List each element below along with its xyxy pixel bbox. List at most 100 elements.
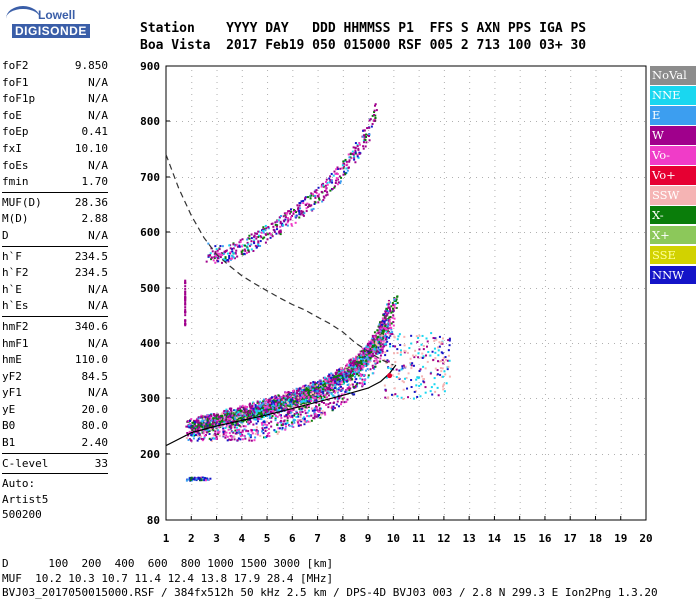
- echo-point-spread: [358, 364, 360, 366]
- grid-dot: [452, 177, 453, 178]
- grid-dot: [191, 394, 192, 395]
- grid-dot: [422, 288, 423, 289]
- grid-dot: [343, 118, 344, 119]
- echo-point-spread: [219, 435, 221, 437]
- grid-dot: [318, 100, 319, 101]
- grid-dot: [621, 472, 622, 473]
- echo-point-second-hop: [329, 175, 331, 177]
- grid-dot: [595, 238, 596, 239]
- grid-dot: [191, 238, 192, 239]
- grid-dot: [217, 184, 218, 185]
- grid-dot: [434, 398, 435, 399]
- grid-dot: [595, 310, 596, 311]
- echo-point-spread: [245, 425, 247, 427]
- grid-dot: [242, 400, 243, 401]
- grid-dot: [621, 340, 622, 341]
- grid-dot: [434, 232, 435, 233]
- grid-dot: [494, 490, 495, 491]
- grid-dot: [217, 202, 218, 203]
- grid-dot: [218, 398, 219, 399]
- echo-point-spread: [268, 428, 270, 430]
- grid-dot: [191, 280, 192, 281]
- grid-dot: [419, 502, 420, 503]
- x-tick-label: 9: [365, 532, 372, 545]
- grid-dot: [621, 496, 622, 497]
- grid-dot: [560, 121, 561, 122]
- grid-dot: [595, 316, 596, 317]
- grid-dot: [494, 94, 495, 95]
- grid-dot: [398, 288, 399, 289]
- echo-point-second-hop: [265, 227, 267, 229]
- grid-dot: [318, 334, 319, 335]
- grid-dot: [393, 448, 394, 449]
- grid-dot: [520, 304, 521, 305]
- echo-point-second-hop: [214, 262, 216, 264]
- grid-dot: [217, 70, 218, 71]
- grid-dot: [584, 398, 585, 399]
- grid-dot: [584, 343, 585, 344]
- echo-point-second-hop: [363, 134, 365, 136]
- grid-dot: [318, 148, 319, 149]
- grid-dot: [419, 328, 420, 329]
- grid-dot: [620, 232, 621, 233]
- grid-dot: [242, 190, 243, 191]
- echo-point-spread: [329, 382, 331, 384]
- grid-dot: [626, 177, 627, 178]
- echo-point-second-hop: [348, 161, 350, 163]
- grid-dot: [343, 88, 344, 89]
- grid-dot: [602, 398, 603, 399]
- grid-dot: [419, 112, 420, 113]
- grid-dot: [236, 232, 237, 233]
- grid-dot: [206, 454, 207, 455]
- grid-dot: [469, 418, 470, 419]
- grid-dot: [292, 88, 293, 89]
- echo-point-second-hop: [286, 214, 288, 216]
- grid-dot: [242, 484, 243, 485]
- x-tick-label: 20: [639, 532, 652, 545]
- grid-dot: [570, 214, 571, 215]
- grid-dot: [494, 436, 495, 437]
- grid-dot: [464, 232, 465, 233]
- grid-dot: [554, 288, 555, 289]
- echo-point-second-hop: [232, 255, 234, 257]
- grid-dot: [236, 454, 237, 455]
- echo-point-spread: [262, 432, 264, 434]
- grid-dot: [621, 226, 622, 227]
- echo-point-second-hop: [292, 213, 294, 215]
- echo-point-spread: [368, 374, 370, 376]
- grid-dot: [267, 430, 268, 431]
- grid-dot: [621, 298, 622, 299]
- grid-dot: [621, 94, 622, 95]
- grid-dot: [217, 88, 218, 89]
- echo-point-second-hop: [240, 241, 242, 243]
- grid-dot: [494, 316, 495, 317]
- grid-dot: [393, 328, 394, 329]
- grid-dot: [570, 268, 571, 269]
- grid-dot: [570, 166, 571, 167]
- grid-dot: [343, 244, 344, 245]
- echo-point-second-hop: [256, 247, 258, 249]
- grid-dot: [254, 288, 255, 289]
- echo-point-second-hop: [314, 195, 316, 197]
- grid-dot: [520, 298, 521, 299]
- grid-dot: [368, 148, 369, 149]
- grid-dot: [191, 76, 192, 77]
- grid-dot: [393, 358, 394, 359]
- grid-dot: [242, 376, 243, 377]
- grid-dot: [542, 454, 543, 455]
- grid-dot: [242, 286, 243, 287]
- grid-dot: [191, 292, 192, 293]
- echo-point-spread: [277, 433, 279, 435]
- grid-dot: [368, 460, 369, 461]
- grid-dot: [488, 288, 489, 289]
- grid-dot: [621, 214, 622, 215]
- grid-dot: [570, 358, 571, 359]
- grid-dot: [595, 376, 596, 377]
- echo-point-second-hop: [353, 154, 355, 156]
- echo-point-second-hop: [249, 238, 251, 240]
- grid-dot: [318, 70, 319, 71]
- echo-point-second-hop: [265, 242, 267, 244]
- echo-point-second-hop: [354, 161, 356, 163]
- grid-dot: [512, 232, 513, 233]
- echo-point-second-hop: [293, 211, 295, 213]
